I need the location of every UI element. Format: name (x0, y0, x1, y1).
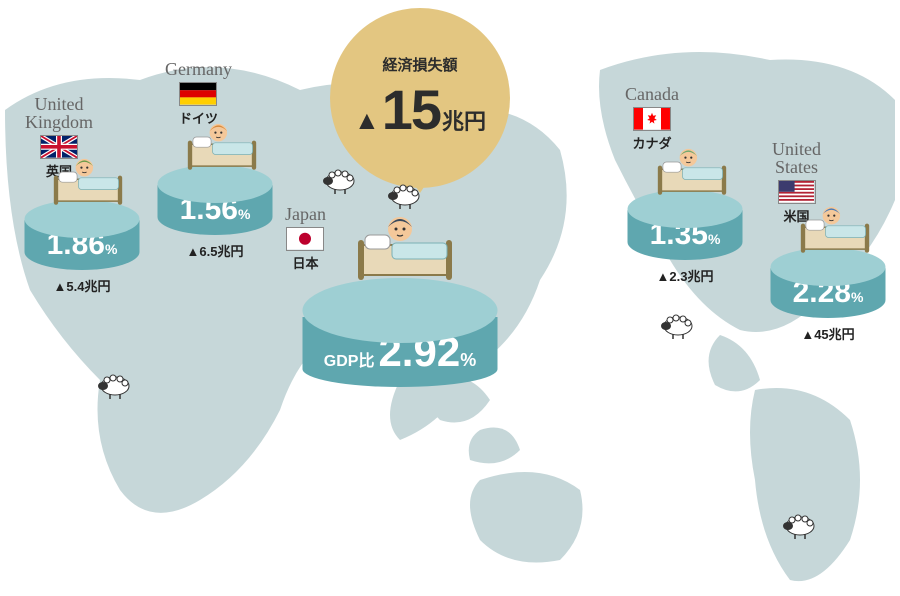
loss-value: ▲2.3兆円 (628, 266, 743, 285)
pct-symbol: % (105, 241, 117, 257)
sheep-icon (95, 370, 135, 400)
pct-symbol: % (851, 289, 863, 305)
country-name-en: UnitedKingdom (25, 95, 93, 131)
flag-de-icon (179, 82, 217, 106)
bed-ca-icon (652, 140, 732, 200)
flag-ca-icon (633, 107, 671, 131)
pedestal-uk: 1.86% ▲5.4兆円 (25, 200, 140, 295)
bubble-triangle: ▲ (354, 105, 380, 136)
pct-symbol: % (460, 350, 476, 370)
bed-uk-icon (48, 150, 128, 210)
pedestal-ca: 1.35% ▲2.3兆円 (628, 190, 743, 285)
pedestal-jp: GDP比2.92% (303, 278, 498, 387)
sheep-icon (780, 510, 820, 540)
pct-symbol: % (708, 231, 720, 247)
bed-jp-icon (350, 205, 460, 287)
economic-loss-bubble: 経済損失額 ▲ 15 兆円 (330, 8, 510, 188)
pct-prefix: GDP比 (324, 353, 375, 370)
sheep-icon (658, 310, 698, 340)
sheep-icon (320, 165, 360, 195)
country-name-en: UnitedStates (772, 140, 821, 176)
bed-us-icon (795, 198, 875, 258)
country-name-en: Germany (165, 60, 232, 78)
country-name-en: Japan (285, 205, 326, 223)
flag-jp-icon (286, 227, 324, 251)
loss-value: ▲5.4兆円 (25, 276, 140, 295)
loss-value: ▲45兆円 (771, 324, 886, 343)
pedestal-de: 1.56% ▲6.5兆円 (158, 165, 273, 260)
country-label-jp: Japan 日本 (285, 205, 326, 272)
bubble-title: 経済損失額 (382, 54, 457, 75)
loss-value: ▲6.5兆円 (158, 241, 273, 260)
bed-de-icon (182, 115, 262, 175)
country-name-en: Canada (625, 85, 679, 103)
country-name-jp: 日本 (285, 253, 326, 272)
bubble-value: 15 (382, 77, 440, 142)
bubble-unit: 兆円 (442, 104, 486, 136)
pedestal-us: 2.28% ▲45兆円 (771, 248, 886, 343)
pct-symbol: % (238, 206, 250, 222)
